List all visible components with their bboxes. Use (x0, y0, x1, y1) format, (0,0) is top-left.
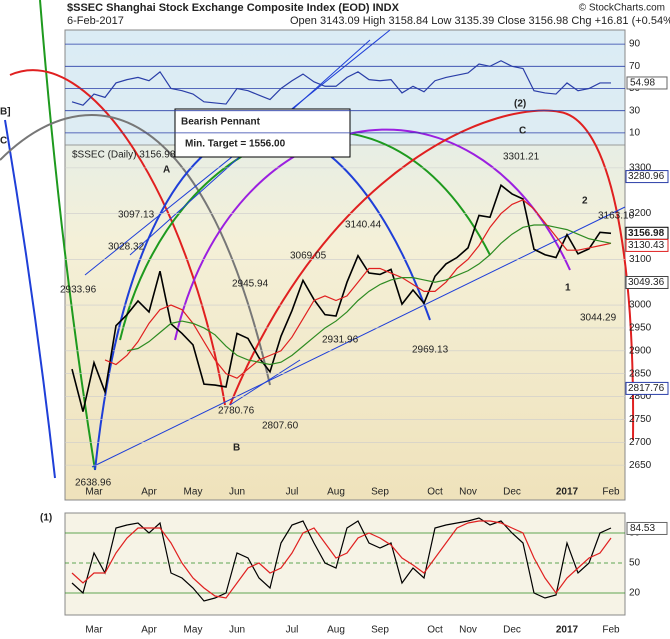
annotation: 2969.13 (412, 345, 449, 356)
series-name: $SSEC (Daily) 3156.98 (72, 150, 176, 161)
series-line (71, 520, 612, 599)
annotation: Min. Target = 1556.00 (185, 139, 286, 150)
annotation: C (0, 136, 7, 147)
annotation: 3028.32 (108, 242, 145, 253)
annotation: Bearish Pennant (181, 117, 261, 128)
series-line (71, 60, 611, 106)
value-tag-label: 3156.98 (628, 228, 665, 239)
value-tag-label: 54.98 (630, 78, 655, 89)
x-tick-label: Jul (286, 625, 299, 636)
series-line (71, 183, 612, 412)
x-tick-label: 2017 (556, 625, 579, 636)
value-tag (626, 76, 668, 90)
annotation: 2931.96 (322, 335, 359, 346)
x-tick-label: Apr (141, 625, 157, 636)
y-tick-label: 3300 (629, 163, 652, 174)
y-tick-label: 2850 (629, 368, 652, 379)
annotation: 2780.76 (218, 406, 255, 417)
annotation: A (163, 165, 170, 176)
value-tag-label: 3280.96 (628, 171, 665, 182)
value-tag (625, 275, 669, 289)
annotation: (2) (514, 99, 526, 110)
value-tag-label: 3130.43 (628, 240, 665, 251)
y-tick-label: 70 (629, 61, 641, 72)
annotation: 3163.10 (598, 211, 635, 222)
x-tick-label: Oct (427, 487, 443, 498)
y-tick-label: 10 (629, 128, 641, 139)
arc (9, 69, 226, 406)
trendline (229, 359, 301, 406)
x-tick-label: Feb (602, 625, 620, 636)
series-line (104, 199, 612, 379)
panel-label: (1) (40, 513, 52, 524)
annotation: B (233, 443, 240, 454)
annotation: 3301.21 (503, 152, 540, 163)
arc (39, 0, 96, 471)
x-tick-label: May (184, 625, 203, 636)
y-tick-label: 3000 (629, 300, 652, 311)
y-tick-label: 2950 (629, 323, 652, 334)
y-tick-label: 20 (629, 588, 641, 599)
annotation: 2638.96 (75, 478, 112, 489)
arc (0, 114, 271, 386)
x-tick-label: Sep (371, 487, 389, 498)
annotation: C (519, 126, 526, 137)
y-tick-label: 2650 (629, 460, 652, 471)
chart-title: $SSEC Shanghai Stock Exchange Composite … (67, 2, 400, 14)
quote-info: Open 3143.09 High 3158.84 Low 3135.39 Cl… (290, 15, 670, 27)
annotation: 1 (565, 283, 571, 294)
y-tick-label: 2700 (629, 437, 652, 448)
x-tick-label: 2017 (556, 487, 579, 498)
y-tick-label: 2750 (629, 414, 652, 425)
annotation: B] (0, 107, 11, 118)
annotation: 3069.05 (290, 251, 327, 262)
x-tick-label: Aug (327, 625, 345, 636)
x-tick-label: Dec (503, 487, 521, 498)
arc (4, 119, 56, 479)
annotation: 2807.60 (262, 421, 299, 432)
x-tick-label: Mar (85, 625, 103, 636)
x-tick-label: Jun (229, 487, 245, 498)
value-tag (625, 381, 669, 395)
x-tick-label: Mar (85, 487, 103, 498)
series-line (126, 224, 612, 366)
annotation: 3044.29 (580, 313, 617, 324)
y-tick-label: 2800 (629, 391, 652, 402)
x-tick-label: Feb (602, 487, 620, 498)
value-tag (625, 238, 669, 252)
x-tick-label: Jul (286, 487, 299, 498)
y-tick-label: 30 (629, 105, 641, 116)
x-tick-label: Nov (459, 625, 477, 636)
y-tick-label: 50 (629, 558, 641, 569)
x-tick-label: Aug (327, 487, 345, 498)
y-tick-label: 3100 (629, 254, 652, 265)
value-tag-label: 3049.36 (628, 277, 665, 288)
x-tick-label: Jun (229, 625, 245, 636)
watermark: © StockCharts.com (579, 3, 665, 14)
arc (229, 109, 635, 441)
value-tag (626, 521, 668, 535)
y-tick-label: 90 (629, 39, 641, 50)
annotation: 2945.94 (232, 279, 269, 290)
x-tick-label: May (184, 487, 203, 498)
x-tick-label: Apr (141, 487, 157, 498)
x-tick-label: Sep (371, 625, 389, 636)
y-tick-label: 3200 (629, 208, 652, 219)
value-tag-label: 84.53 (630, 523, 655, 534)
y-tick-label: 2900 (629, 345, 652, 356)
x-tick-label: Nov (459, 487, 477, 498)
x-tick-label: Oct (427, 625, 443, 636)
date: 6-Feb-2017 (67, 15, 124, 27)
x-tick-label: Dec (503, 625, 521, 636)
stoch-panel (64, 512, 626, 616)
annotation: 2933.96 (60, 285, 97, 296)
value-tag-label: 2817.76 (628, 383, 665, 394)
value-tag (625, 170, 669, 184)
annotation: 3097.13 (118, 210, 155, 221)
annotation: 3140.44 (345, 220, 382, 231)
annotation: 2 (582, 196, 588, 207)
